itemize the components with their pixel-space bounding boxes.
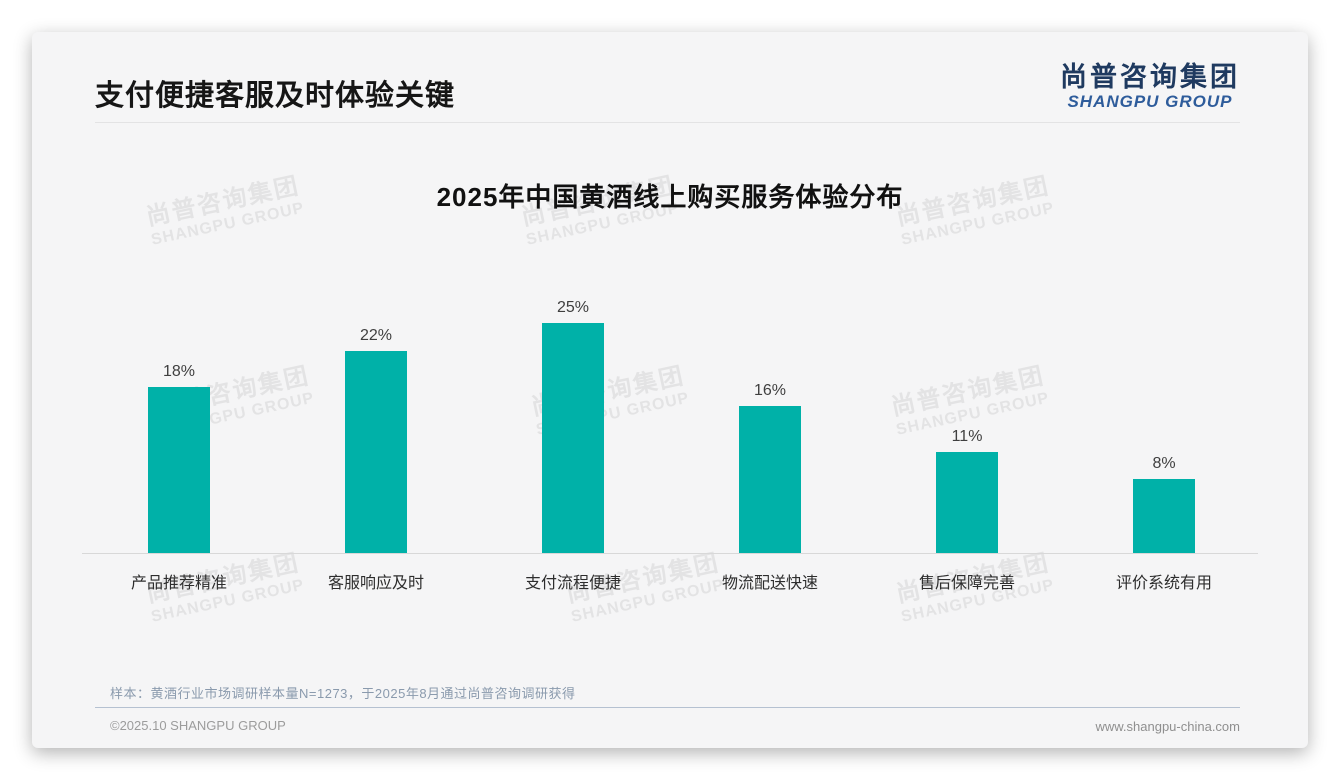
- footer-website: www.shangpu-china.com: [1095, 719, 1240, 734]
- slide-card: 支付便捷客服及时体验关键 尚普咨询集团 SHANGPU GROUP 尚普咨询集团…: [32, 32, 1308, 748]
- bar-value-label: 18%: [162, 363, 196, 380]
- page-title: 支付便捷客服及时体验关键: [95, 80, 456, 112]
- bar-category-label: 产品推荐精准: [130, 575, 227, 592]
- bar-category-label: 客服响应及时: [327, 575, 424, 592]
- bar-category-label: 售后保障完善: [918, 575, 1015, 592]
- bar-category-label: 评价系统有用: [1115, 575, 1212, 592]
- logo-english-text: SHANGPU GROUP: [1067, 92, 1233, 112]
- bar: [936, 452, 998, 553]
- bar-value-label: 22%: [359, 327, 393, 344]
- sample-note: 样本：黄酒行业市场调研样本量N=1273，于2025年8月通过尚普咨询调研获得: [110, 686, 576, 701]
- bar-value-label: 11%: [951, 428, 983, 445]
- bar: [739, 406, 801, 553]
- bar: [1133, 479, 1195, 553]
- footer-copyright: ©2025.10 SHANGPU GROUP: [110, 718, 286, 733]
- bar-category-label: 支付流程便捷: [524, 575, 621, 592]
- bar-value-label: 25%: [556, 299, 590, 316]
- logo-chinese-text: 尚普咨询集团: [1060, 62, 1240, 92]
- header-divider: [95, 122, 1240, 123]
- bar-value-label: 8%: [1152, 455, 1176, 472]
- bar-category-label: 物流配送快速: [721, 575, 818, 592]
- x-axis-line: [82, 553, 1258, 554]
- bar-chart: 18% 产品推荐精准 22% 客服响应及时 25% 支付流程便捷 16% 物流配送快速 11% 售…: [32, 32, 1308, 748]
- bar-value-label: 16%: [753, 382, 787, 399]
- footer-divider: [95, 707, 1240, 708]
- chart-title: 2025年中国黄酒线上购买服务体验分布: [436, 182, 904, 212]
- bar: [542, 323, 604, 553]
- shangpu-logo: 尚普咨询集团 SHANGPU GROUP: [1060, 62, 1240, 112]
- bar: [345, 351, 407, 553]
- bar: [148, 387, 210, 553]
